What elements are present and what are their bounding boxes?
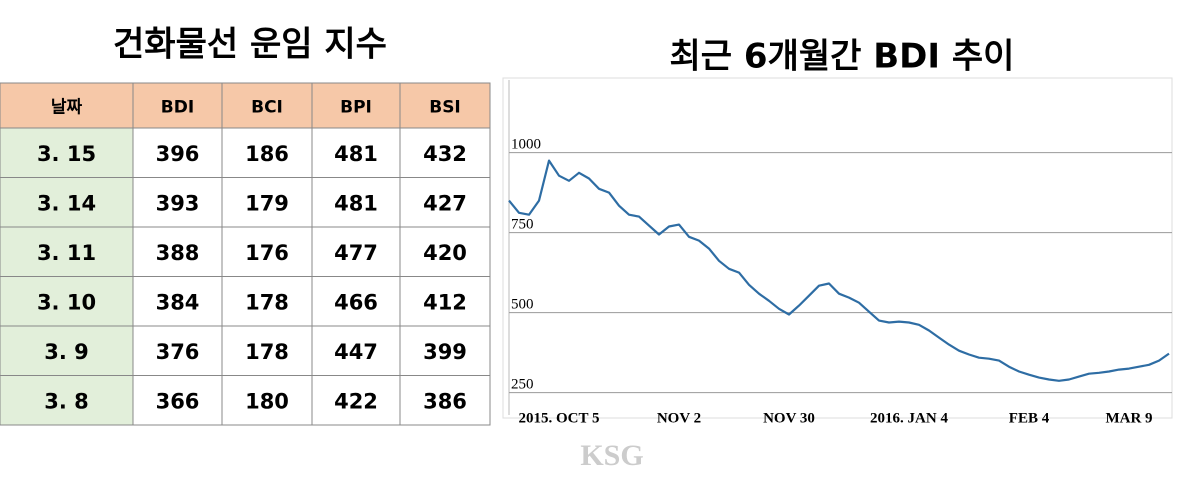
x-tick-label: 2016. JAN 4 <box>870 410 948 426</box>
table-cell <box>399 325 491 376</box>
cell-text: 176 <box>245 241 289 265</box>
table-cell <box>311 127 401 178</box>
cell-text: 422 <box>334 389 378 413</box>
cell-text: 3. 11 <box>37 241 96 265</box>
cell-text: 427 <box>423 191 467 215</box>
x-tick-label: FEB 4 <box>1009 410 1050 426</box>
data-line <box>508 159 1170 382</box>
table-cell <box>221 276 313 327</box>
table-cell <box>0 82 134 129</box>
watermark: KSG <box>580 439 643 472</box>
table-cell <box>311 177 401 228</box>
y-tick-label: 750 <box>511 217 534 233</box>
cell-text: 3. 8 <box>44 389 89 413</box>
header-text: BPI <box>340 98 372 118</box>
y-tick-label: 1000 <box>511 137 541 153</box>
x-tick-label: NOV 30 <box>763 410 815 426</box>
header-text: BSI <box>429 98 461 118</box>
cell-text: 466 <box>334 290 378 314</box>
cell-text: 179 <box>245 191 289 215</box>
table-cell <box>132 82 223 129</box>
cell-text: 178 <box>245 290 289 314</box>
table-cell <box>132 325 223 376</box>
table-title: 건화물선 운임 지수 <box>113 25 387 65</box>
table-cell <box>0 375 134 426</box>
y-tick-label: 250 <box>511 377 534 393</box>
table-cell <box>311 325 401 376</box>
x-tick-label: NOV 2 <box>657 410 701 426</box>
cell-text: 399 <box>423 340 467 364</box>
cell-text: 386 <box>423 389 467 413</box>
cell-text: 384 <box>156 290 200 314</box>
cell-text: 178 <box>245 340 289 364</box>
cell-text: 3. 15 <box>37 142 96 166</box>
x-tick-label: MAR 9 <box>1105 410 1152 426</box>
table-cell <box>0 276 134 327</box>
plot-frame <box>502 77 1173 419</box>
header-text: BCI <box>251 98 283 118</box>
table-cell <box>399 226 491 277</box>
header-text: BDI <box>161 98 194 118</box>
table-cell <box>399 82 491 129</box>
cell-text: 366 <box>156 389 200 413</box>
cell-text: 3. 14 <box>37 191 96 215</box>
chart-title: 최근 6개월간 BDI 추이 <box>670 37 1015 77</box>
cell-text: 477 <box>334 241 378 265</box>
cell-text: 420 <box>423 241 467 265</box>
cell-text: 432 <box>423 142 467 166</box>
header-text: 날짜 <box>51 98 83 118</box>
cell-text: 3. 9 <box>44 340 89 364</box>
cell-text: 376 <box>156 340 200 364</box>
y-tick-label: 500 <box>511 297 534 313</box>
table-cell <box>311 375 401 426</box>
table-cell <box>399 127 491 178</box>
table-cell <box>311 82 401 129</box>
table-cell <box>132 375 223 426</box>
cell-text: 180 <box>245 389 289 413</box>
table-cell <box>132 177 223 228</box>
table-cell <box>221 127 313 178</box>
table-cell <box>399 276 491 327</box>
cell-text: 3. 10 <box>37 290 96 314</box>
cell-text: 396 <box>156 142 200 166</box>
cell-text: 393 <box>156 191 200 215</box>
table-cell <box>132 276 223 327</box>
cell-text: 481 <box>334 191 378 215</box>
table-cell <box>311 226 401 277</box>
cell-text: 412 <box>423 290 467 314</box>
table-cell <box>399 375 491 426</box>
cell-text: 388 <box>156 241 200 265</box>
cell-text: 186 <box>245 142 289 166</box>
cell-text: 447 <box>334 340 378 364</box>
cell-text: 481 <box>334 142 378 166</box>
x-tick-label: 2015. OCT 5 <box>519 410 600 426</box>
